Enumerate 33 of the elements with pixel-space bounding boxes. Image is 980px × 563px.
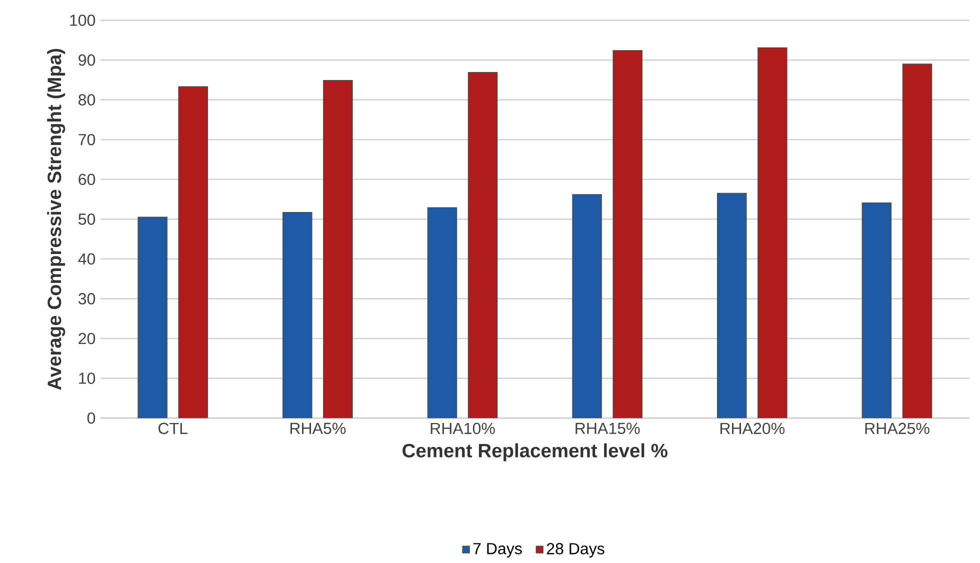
y-tick-label: 0 xyxy=(87,412,96,424)
bar xyxy=(758,47,788,418)
y-tick-label: 70 xyxy=(78,134,96,146)
y-tick-label: 40 xyxy=(78,253,96,265)
bar xyxy=(572,194,602,418)
x-axis-title: Cement Replacement level % xyxy=(402,443,668,462)
y-tick-label: 80 xyxy=(78,94,96,106)
y-axis-title: Average Compressive Strenght (Mpa) xyxy=(47,48,66,390)
x-tick-label: RHA20% xyxy=(720,422,785,434)
bar xyxy=(427,207,458,418)
x-tick-label: RHA5% xyxy=(290,422,346,434)
x-tick-label: RHA25% xyxy=(865,422,930,434)
bar xyxy=(612,50,642,418)
y-tick-label: 50 xyxy=(78,214,96,225)
bar xyxy=(902,64,932,418)
y-tick-label: 30 xyxy=(78,293,96,304)
bar xyxy=(468,72,498,418)
x-tick-label: RHA15% xyxy=(576,422,640,434)
bar xyxy=(282,212,312,418)
y-tick-label: 20 xyxy=(78,332,96,344)
y-tick-label: 100 xyxy=(70,14,96,26)
legend-label: 28 Days xyxy=(546,543,604,558)
bar xyxy=(138,216,168,418)
legend-label: 7 Days xyxy=(473,543,522,558)
x-tick-label: CTL xyxy=(158,422,188,434)
bar xyxy=(716,192,747,418)
y-tick-label: 90 xyxy=(78,54,96,66)
y-tick-label: 10 xyxy=(79,372,96,384)
bar xyxy=(178,86,208,418)
bar xyxy=(862,202,892,418)
x-tick-label: RHA10% xyxy=(430,422,495,434)
y-tick-label: 60 xyxy=(78,174,96,186)
bar xyxy=(323,80,353,418)
